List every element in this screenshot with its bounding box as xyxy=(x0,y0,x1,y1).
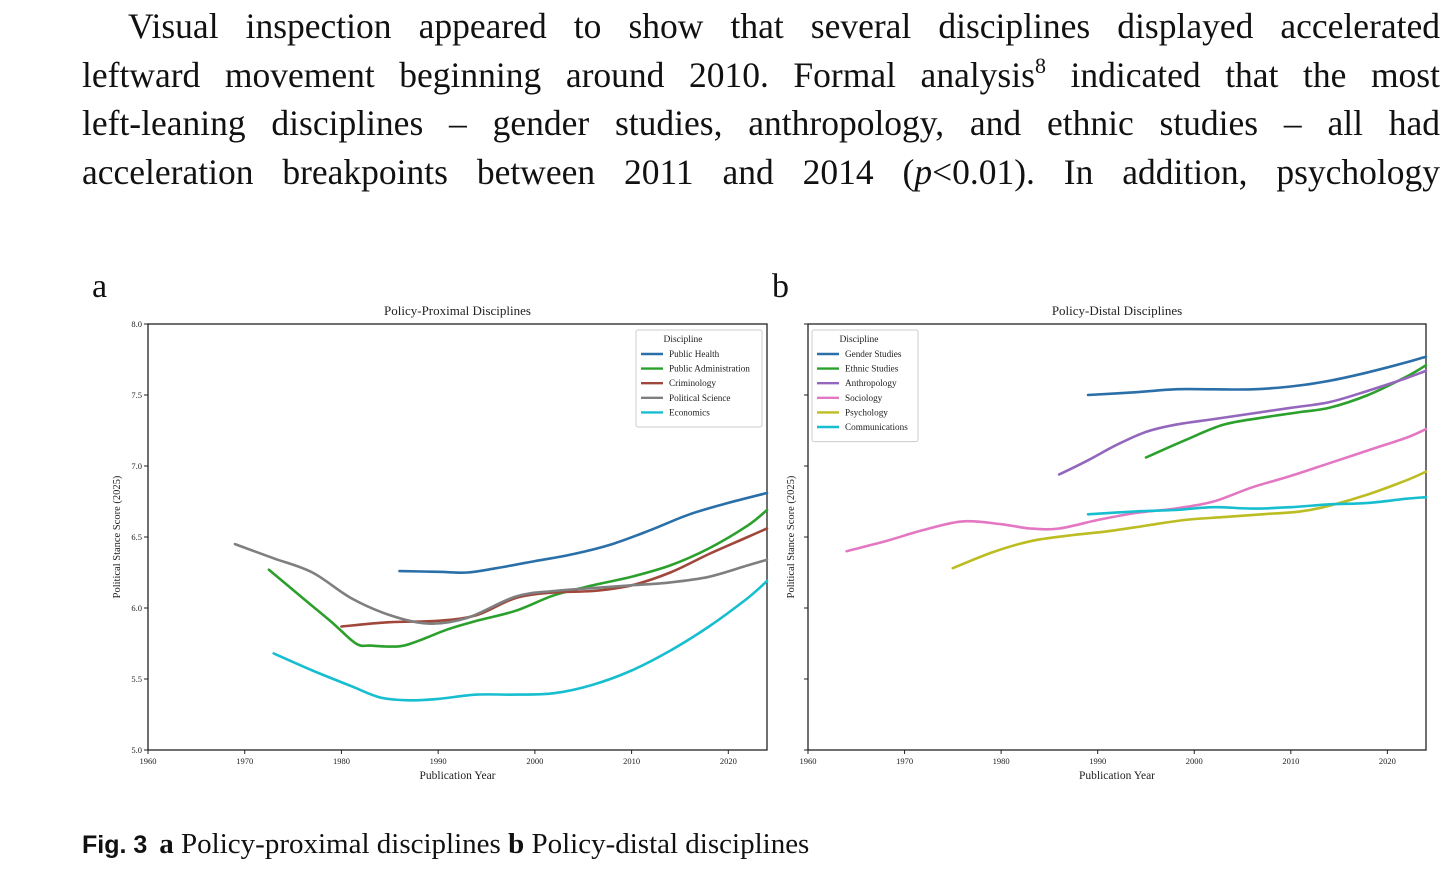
y-tick-label: 7.5 xyxy=(131,390,142,400)
caption-b-label: b xyxy=(508,828,525,860)
caption-a-text: Policy-proximal disciplines xyxy=(173,828,509,860)
p-value-symbol: p xyxy=(914,151,933,192)
figure-number: Fig. 3 xyxy=(82,831,148,859)
x-tick-label: 1970 xyxy=(236,756,253,766)
series-line-economics xyxy=(272,579,769,702)
legend-box xyxy=(635,329,763,428)
body-line-4: acceleration breakpoints between 2011 an… xyxy=(82,148,1440,197)
series-line-public-health xyxy=(398,491,769,574)
y-tick-label: 5.5 xyxy=(131,674,142,684)
body-paragraph: Visual inspection appeared to show that … xyxy=(82,2,1440,196)
caption-a-label: a xyxy=(159,828,174,860)
footnote-reference[interactable]: 8 xyxy=(1034,52,1046,78)
x-tick-label: 2020 xyxy=(720,756,737,766)
x-tick-label: 1960 xyxy=(140,756,157,766)
body-line-4-start: acceleration breakpoints between 2011 an… xyxy=(82,151,915,192)
x-tick-label: 2010 xyxy=(623,756,640,766)
chart-title: Policy-Proximal Disciplines xyxy=(384,303,531,318)
series-line-political-science xyxy=(233,542,769,625)
legend-entry: Sociology xyxy=(845,393,883,403)
legend-entry: Anthropology xyxy=(845,378,897,388)
panel-a-label: a xyxy=(92,268,108,305)
x-tick-label: 1980 xyxy=(993,756,1010,766)
legend-entry: Psychology xyxy=(845,407,888,417)
x-axis-label: Publication Year xyxy=(419,770,495,782)
series-line-public-administration xyxy=(267,508,769,648)
x-tick-label: 1970 xyxy=(896,756,913,766)
x-tick-label: 2000 xyxy=(1186,756,1203,766)
legend-entry: Economics xyxy=(669,407,710,417)
x-tick-label: 2000 xyxy=(526,756,543,766)
legend-entry: Criminology xyxy=(669,378,716,388)
x-tick-label: 2020 xyxy=(1379,756,1396,766)
figure-caption: Fig. 3 a Policy-proximal disciplines b Po… xyxy=(82,828,809,861)
panel-b-label: b xyxy=(772,268,789,305)
chart-policy-distal: Policy-Distal Disciplines 1960 1970 1980 199… xyxy=(786,303,1428,782)
legend-entry: Gender Studies xyxy=(845,349,902,359)
x-tick-label: 1960 xyxy=(800,756,817,766)
legend-box xyxy=(811,329,919,443)
series-line-criminology xyxy=(340,527,769,628)
y-tick-label: 6.5 xyxy=(131,532,142,542)
body-line-2-start: leftward movement beginning around 2010.… xyxy=(82,54,1035,95)
series-line-psychology xyxy=(951,470,1428,570)
body-line-3: left-leaning disciplines – gender studie… xyxy=(82,103,1440,143)
legend-entry: Public Health xyxy=(669,349,720,359)
body-line-2: leftward movement beginning around 2010.… xyxy=(82,51,1440,100)
body-line-4-end: <0.01). In addition, psychology xyxy=(932,151,1441,192)
caption-b-text: Policy-distal disciplines xyxy=(524,828,810,860)
chart-policy-proximal: Policy-Proximal Disciplines 1960 1970 1980 1… xyxy=(112,303,769,782)
body-line-1: Visual inspection appeared to show that … xyxy=(128,6,1440,46)
legend-entry: Political Science xyxy=(669,393,731,403)
series-line-ethnic-studies xyxy=(1144,363,1428,459)
y-axis-label: Political Stance Score (2025) xyxy=(112,475,123,598)
x-tick-label: 2010 xyxy=(1282,756,1299,766)
series-line-anthropology xyxy=(1057,369,1428,476)
legend-entry: Communications xyxy=(845,422,908,432)
legend-entry: Ethnic Studies xyxy=(845,364,899,374)
legend-title: Discipline xyxy=(839,335,878,345)
x-tick-label: 1990 xyxy=(1089,756,1106,766)
y-tick-label: 7.0 xyxy=(131,461,142,471)
x-axis-label: Publication Year xyxy=(1079,770,1155,782)
y-axis-label: Political Stance Score (2025) xyxy=(786,475,797,598)
series-line-sociology xyxy=(845,427,1428,553)
y-tick-label: 5.0 xyxy=(131,745,142,755)
legend-entry: Public Administration xyxy=(669,364,750,374)
y-tick-label: 8.0 xyxy=(131,319,142,329)
legend-title: Discipline xyxy=(663,335,702,345)
body-line-2-end: indicated that the most xyxy=(1045,54,1441,95)
series-line-gender-studies xyxy=(1086,355,1428,397)
series-line-communications xyxy=(1086,495,1428,516)
chart-title: Policy-Distal Disciplines xyxy=(1052,303,1182,318)
y-tick-label: 6.0 xyxy=(131,603,142,613)
x-tick-label: 1990 xyxy=(430,756,447,766)
x-tick-label: 1980 xyxy=(333,756,350,766)
